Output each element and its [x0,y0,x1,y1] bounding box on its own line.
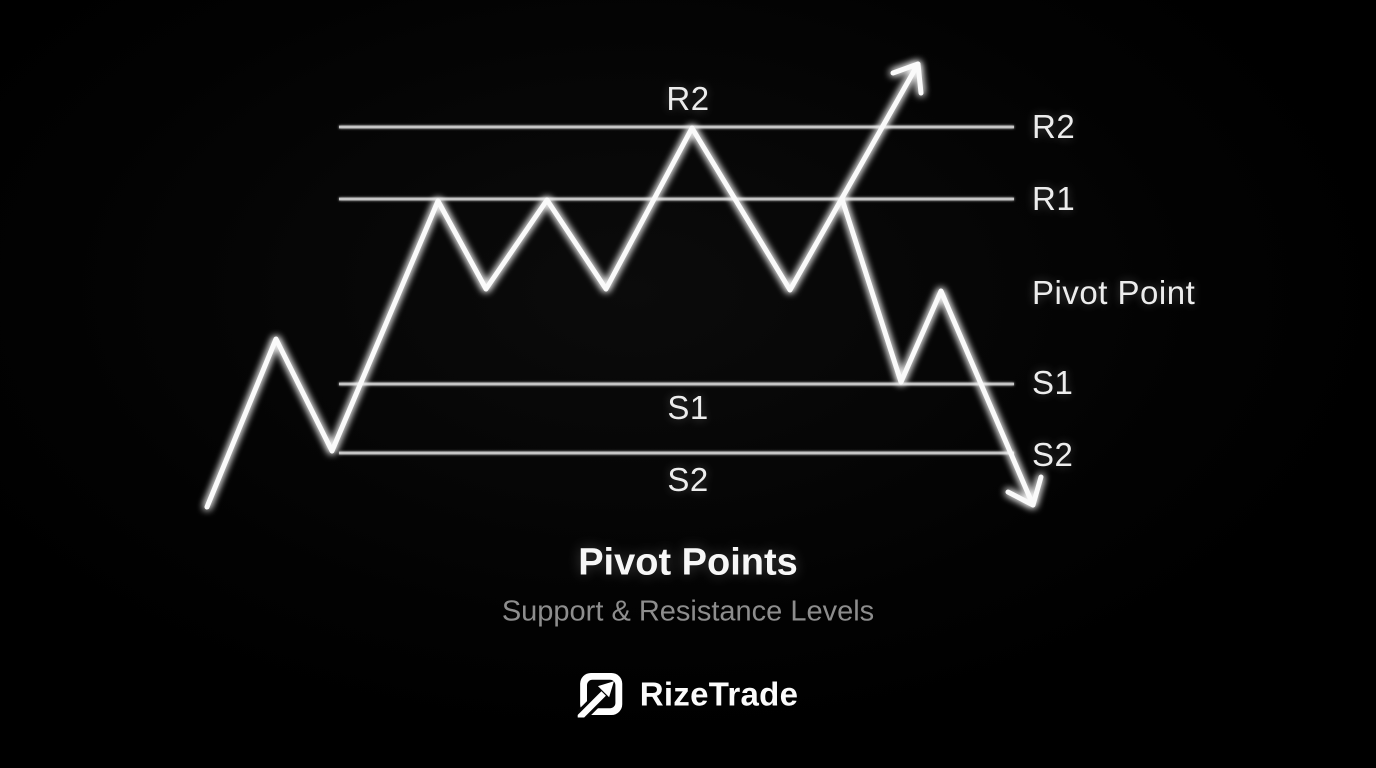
page-subtitle: Support & Resistance Levels [501,595,875,628]
level-label-s1: S1 [1032,364,1074,401]
arrow-up-right-square-icon [577,672,623,718]
page-title: Pivot Points [578,541,798,584]
label-r2-above-line: R2 [666,80,710,117]
breakdown-zigzag-line [839,196,1036,508]
price-zigzag-line [204,61,921,510]
level-label-s2: S2 [1032,436,1074,473]
brand-name: RizeTrade [639,675,799,712]
arrow-down-right-icon [1005,474,1044,508]
arrow-up-right-icon [890,61,924,96]
brand-logo: RizeTrade [577,671,799,718]
level-label-r2: R2 [1032,108,1076,145]
level-label-r1: R1 [1032,180,1076,217]
label-s2-below-line: S2 [667,461,709,498]
level-label-pivot-point: Pivot Point [1032,274,1196,311]
label-s1-below-line: S1 [667,389,709,426]
